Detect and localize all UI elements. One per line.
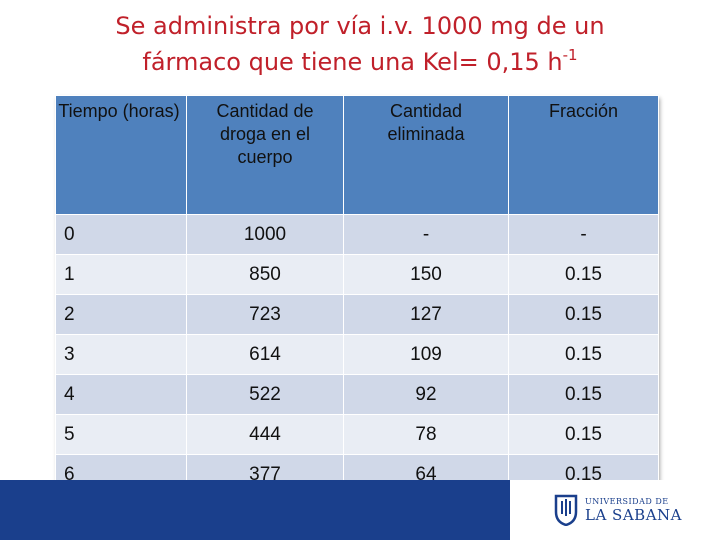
logo-text-big: LA SABANA (585, 506, 682, 524)
table-cell: 522 (186, 374, 344, 415)
university-logo: UNIVERSIDAD DE LA SABANA (553, 492, 703, 528)
table-row: 1 850 150 0.15 (55, 254, 659, 295)
title-line-1: Se administra por vía i.v. 1000 mg de un (115, 12, 605, 40)
table-cell: 1 (55, 254, 187, 295)
title-line-2: fármaco que tiene una Kel= 0,15 h-1 (0, 44, 720, 80)
table-cell: 0.15 (508, 334, 659, 375)
header-cantidad-droga: Cantidad de droga en el cuerpo (186, 95, 344, 215)
table-cell: 1000 (186, 214, 344, 255)
table-cell: 614 (186, 334, 344, 375)
table-cell: 92 (343, 374, 509, 415)
table-cell: - (343, 214, 509, 255)
table-cell: 0.15 (508, 254, 659, 295)
header-fraccion: Fracción (508, 95, 659, 215)
table-cell: 127 (343, 294, 509, 335)
table-cell: - (508, 214, 659, 255)
table-row: 5 444 78 0.15 (55, 414, 659, 455)
logo-text-small: UNIVERSIDAD DE (585, 497, 669, 506)
table-row: 3 614 109 0.15 (55, 334, 659, 375)
university-crest-icon (554, 494, 578, 526)
table-cell: 0.15 (508, 374, 659, 415)
table-cell: 109 (343, 334, 509, 375)
title-line-2-text: fármaco que tiene una Kel= 0,15 h (142, 48, 563, 76)
table-cell: 0 (55, 214, 187, 255)
table-cell: 444 (186, 414, 344, 455)
table-header-row: Tiempo (horas) Cantidad de droga en el c… (55, 95, 659, 215)
table-cell: 723 (186, 294, 344, 335)
table-cell: 3 (55, 334, 187, 375)
header-cantidad-eliminada: Cantidad eliminada (343, 95, 509, 215)
table-row: 2 723 127 0.15 (55, 294, 659, 335)
table-cell: 150 (343, 254, 509, 295)
title-superscript: -1 (562, 46, 578, 64)
table-cell: 5 (55, 414, 187, 455)
footer-band (0, 480, 720, 540)
data-table-container: Tiempo (horas) Cantidad de droga en el c… (55, 95, 659, 495)
table-cell: 0.15 (508, 414, 659, 455)
table-cell: 2 (55, 294, 187, 335)
table-cell: 850 (186, 254, 344, 295)
table-body: 0 1000- -1 850 150 0.15 2 723 127 0.15 3 614 109 0.15… (55, 214, 659, 495)
header-tiempo: Tiempo (horas) (55, 95, 187, 215)
table-row: 0 1000- - (55, 214, 659, 255)
footer-white-area (510, 480, 720, 540)
table-cell: 0.15 (508, 294, 659, 335)
table-row: 4 522 92 0.15 (55, 374, 659, 415)
table-cell: 4 (55, 374, 187, 415)
data-table: Tiempo (horas) Cantidad de droga en el c… (55, 95, 659, 495)
slide-title: Se administra por vía i.v. 1000 mg de un… (0, 8, 720, 80)
table-cell: 78 (343, 414, 509, 455)
